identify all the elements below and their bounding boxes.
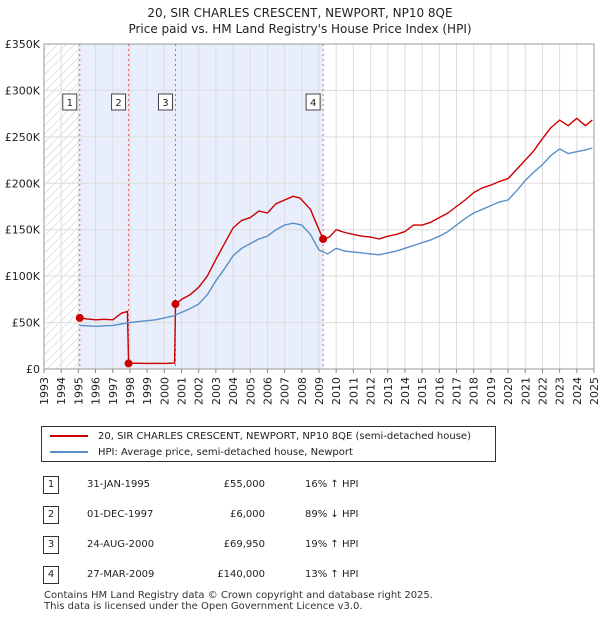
y-tick-label: £100K (5, 270, 41, 283)
sale-point (75, 313, 84, 322)
x-tick-label: 2013 (382, 377, 395, 405)
shaded-ownership-range (79, 44, 324, 369)
sale-price: £140,000 (217, 569, 265, 580)
y-tick-label: £0 (26, 363, 40, 376)
x-tick-label: 2000 (158, 377, 171, 405)
hpi-line (79, 147, 593, 327)
sale-price: £6,000 (230, 509, 265, 520)
sale-number: 2 (43, 506, 59, 524)
sale-price: £69,950 (223, 539, 265, 550)
sale-marker-label: 2 (115, 98, 121, 109)
legend-label-hpi: HPI: Average price, semi-detached house,… (98, 446, 353, 458)
x-tick-label: 2001 (176, 377, 189, 405)
sale-point (124, 359, 133, 368)
sale-row: 1 31-JAN-1995 £55,000 16% ↑ HPI (43, 476, 503, 494)
footer-copyright: Contains HM Land Registry data © Crown c… (44, 590, 433, 601)
sale-marker-label: 4 (310, 98, 316, 109)
sale-price: £55,000 (223, 479, 265, 490)
x-tick-label: 2021 (519, 377, 532, 405)
sale-marker-box (305, 93, 321, 111)
legend-item-property: 20, SIR CHARLES CRESCENT, NEWPORT, NP10 … (50, 429, 471, 443)
sale-hpi-change: 13% ↑ HPI (305, 569, 359, 580)
x-tick-label: 2022 (536, 377, 549, 405)
sale-date: 27-MAR-2009 (87, 569, 155, 580)
x-tick-label: 2025 (588, 377, 600, 405)
chart-title: 20, SIR CHARLES CRESCENT, NEWPORT, NP10 … (147, 6, 453, 20)
hatched-range (44, 44, 80, 369)
sale-row: 2 01-DEC-1997 £6,000 89% ↓ HPI (43, 506, 503, 524)
x-tick-label: 2006 (261, 377, 274, 405)
sale-date: 24-AUG-2000 (87, 539, 155, 550)
x-tick-label: 2015 (416, 377, 429, 405)
x-tick-label: 2010 (330, 377, 343, 405)
sale-marker-box (62, 93, 78, 111)
chart-subtitle: Price paid vs. HM Land Registry's House … (128, 22, 472, 36)
x-tick-label: 1998 (124, 377, 137, 405)
sale-number: 3 (43, 536, 59, 554)
x-tick-label: 2018 (468, 377, 481, 405)
sale-hpi-change: 16% ↑ HPI (305, 479, 359, 490)
x-tick-label: 2005 (244, 377, 257, 405)
sale-marker-label: 1 (67, 98, 73, 109)
x-tick-label: 2019 (485, 377, 498, 405)
x-tick-label: 1995 (72, 377, 85, 405)
x-tick-label: 2011 (347, 377, 360, 405)
sale-number: 4 (43, 566, 59, 584)
sale-marker-box (111, 93, 127, 111)
sale-number: 1 (43, 476, 59, 494)
sale-row: 3 24-AUG-2000 £69,950 19% ↑ HPI (43, 536, 503, 554)
footer: Contains HM Land Registry data © Crown c… (44, 590, 433, 612)
x-tick-label: 2002 (193, 377, 206, 405)
legend-label-property: 20, SIR CHARLES CRESCENT, NEWPORT, NP10 … (98, 430, 471, 442)
x-tick-label: 2009 (313, 377, 326, 405)
x-tick-label: 2016 (433, 377, 446, 405)
legend-item-hpi: HPI: Average price, semi-detached house,… (50, 445, 353, 459)
x-tick-label: 2014 (399, 377, 412, 405)
x-tick-label: 1996 (90, 377, 103, 405)
sale-hpi-change: 89% ↓ HPI (305, 509, 359, 520)
x-tick-label: 2024 (571, 377, 584, 405)
x-tick-label: 2004 (227, 377, 240, 405)
y-tick-label: £250K (5, 131, 41, 144)
x-tick-label: 2020 (502, 377, 515, 405)
y-tick-label: £50K (12, 317, 41, 330)
x-tick-label: 2023 (554, 377, 567, 405)
y-tick-label: £150K (5, 224, 41, 237)
legend-swatch-hpi (50, 451, 88, 453)
y-tick-label: £200K (5, 177, 41, 190)
x-tick-label: 2003 (210, 377, 223, 405)
sale-marker-label: 3 (162, 98, 168, 109)
x-tick-label: 1993 (38, 377, 51, 405)
sale-point (319, 235, 328, 243)
x-tick-label: 2017 (451, 377, 464, 405)
x-tick-label: 1999 (141, 377, 154, 405)
legend: 20, SIR CHARLES CRESCENT, NEWPORT, NP10 … (41, 426, 496, 462)
legend-swatch-property (50, 435, 88, 437)
price-chart: 1 2 3 4 £0 £50K £100K £150K £200K £250K £300K £350K… (5, 38, 600, 405)
x-tick-label: 1994 (55, 377, 68, 405)
sale-marker-box (157, 93, 173, 111)
footer-licence: This data is licensed under the Open Gov… (44, 601, 363, 612)
sale-row: 4 27-MAR-2009 £140,000 13% ↑ HPI (43, 566, 503, 584)
y-tick-label: £350K (5, 38, 41, 51)
y-tick-label: £300K (5, 84, 41, 97)
sale-hpi-change: 19% ↑ HPI (305, 539, 359, 550)
sale-point (171, 300, 180, 309)
sale-date: 01-DEC-1997 (87, 509, 154, 520)
sale-date: 31-JAN-1995 (87, 479, 151, 490)
x-tick-label: 2007 (279, 377, 292, 405)
x-tick-label: 2008 (296, 377, 309, 405)
x-tick-label: 1997 (107, 377, 120, 405)
x-tick-label: 2012 (365, 377, 378, 405)
